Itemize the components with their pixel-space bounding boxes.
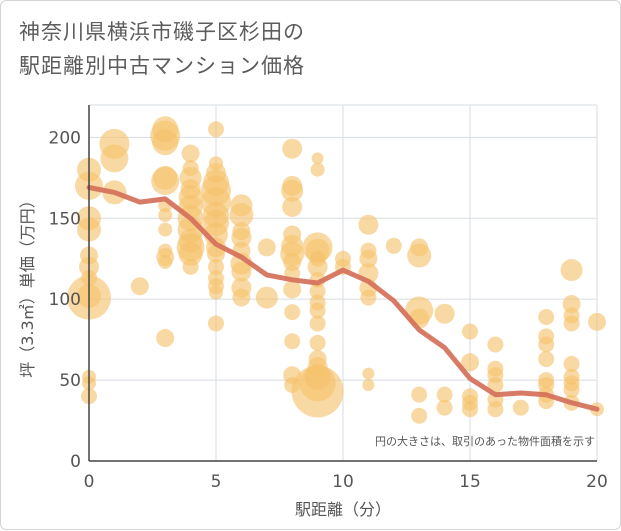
bubble-point xyxy=(231,227,252,248)
bubble-point xyxy=(310,162,325,177)
bubble-point xyxy=(563,315,580,332)
bubble-point xyxy=(358,214,379,235)
trend-line xyxy=(86,185,600,412)
bubble-point xyxy=(208,258,224,275)
bubble-point xyxy=(436,386,453,403)
bubble-point xyxy=(283,252,302,271)
bubble-point xyxy=(284,304,301,321)
bubble-point xyxy=(362,367,375,380)
bubble-point xyxy=(209,285,223,300)
bubble-point xyxy=(283,280,302,299)
bubble-point xyxy=(563,381,580,398)
bubble-point xyxy=(538,336,555,353)
x-tick-label: 0 xyxy=(84,472,95,492)
bubble-point xyxy=(462,401,478,418)
x-axis-label: 駅距離（分） xyxy=(295,500,391,519)
bubble-point xyxy=(563,355,580,372)
trend-line-series xyxy=(86,185,600,412)
bubble-point xyxy=(487,336,504,353)
bubble-point xyxy=(130,277,149,296)
bubble-point xyxy=(152,129,179,156)
chart-title-line: 神奈川県横浜市磯子区杉田の xyxy=(19,20,305,44)
bubble-point xyxy=(311,152,324,165)
bubble-point xyxy=(562,295,581,314)
bubble-point xyxy=(462,323,478,340)
bubble-point xyxy=(407,243,432,268)
bubble-point xyxy=(560,259,583,282)
bubble-point xyxy=(538,351,555,368)
bubble-point xyxy=(158,222,173,237)
x-tick-label: 10 xyxy=(332,472,354,492)
x-tick-label: 20 xyxy=(586,472,608,492)
bubble-point xyxy=(284,333,301,350)
bubble-point xyxy=(359,249,378,268)
bubble-point xyxy=(208,315,224,332)
bubble-point xyxy=(257,238,276,257)
chart-title-line: 駅距離別中古マンション価格 xyxy=(19,54,305,78)
bubble-point xyxy=(181,144,200,163)
bubble-point xyxy=(291,365,344,418)
x-tick-label: 5 xyxy=(211,472,222,492)
bubble-point xyxy=(158,208,173,223)
bubble-size-note: 円の大きさは、取引のあった物件面積を示す xyxy=(375,434,595,448)
bubble-point xyxy=(255,286,278,309)
grid xyxy=(88,104,598,462)
y-tick-label: 0 xyxy=(70,452,81,472)
bubble-point xyxy=(232,288,251,307)
y-tick-label: 50 xyxy=(59,371,81,391)
bubble-point xyxy=(151,167,180,196)
bubble-point xyxy=(411,386,428,403)
bubble-point xyxy=(178,241,203,266)
y-tick-label: 100 xyxy=(49,290,81,310)
bubble-point xyxy=(100,144,129,173)
bubble-point xyxy=(309,283,326,300)
bubble-point xyxy=(309,302,326,319)
bubble-point xyxy=(182,258,199,275)
y-tick-label: 200 xyxy=(49,128,81,148)
bubble-point xyxy=(309,315,326,332)
bubble-point xyxy=(307,256,328,277)
x-tick-label: 15 xyxy=(459,472,481,492)
bubble-point xyxy=(385,237,402,254)
y-tick-label: 150 xyxy=(49,209,81,229)
bubble-point xyxy=(512,399,529,416)
bubble-point xyxy=(362,378,375,391)
chart-title: 神奈川県横浜市磯子区杉田の 駅距離別中古マンション価格 xyxy=(19,15,579,83)
bubble-point xyxy=(461,353,479,372)
bubble-point xyxy=(487,376,504,393)
bubble-point xyxy=(436,399,453,416)
bubble-point xyxy=(281,179,304,202)
bubble-point xyxy=(309,334,326,351)
bubble-point xyxy=(207,244,225,263)
bubble-point xyxy=(156,329,175,348)
bubble-point xyxy=(360,289,377,306)
bubble-point xyxy=(231,261,252,282)
bubble-point xyxy=(588,312,606,331)
bubble-point xyxy=(282,138,303,159)
bubble-point xyxy=(282,196,303,217)
y-axis-label: 坪（3.3㎡）単価（万円） xyxy=(18,192,37,377)
bubble-point xyxy=(229,203,254,228)
bubble-point xyxy=(487,401,504,418)
bubble-point xyxy=(208,121,224,138)
bubble-point xyxy=(158,254,173,269)
bubble-point xyxy=(434,303,455,324)
bubble-point xyxy=(538,308,555,325)
bubble-point xyxy=(411,407,428,424)
